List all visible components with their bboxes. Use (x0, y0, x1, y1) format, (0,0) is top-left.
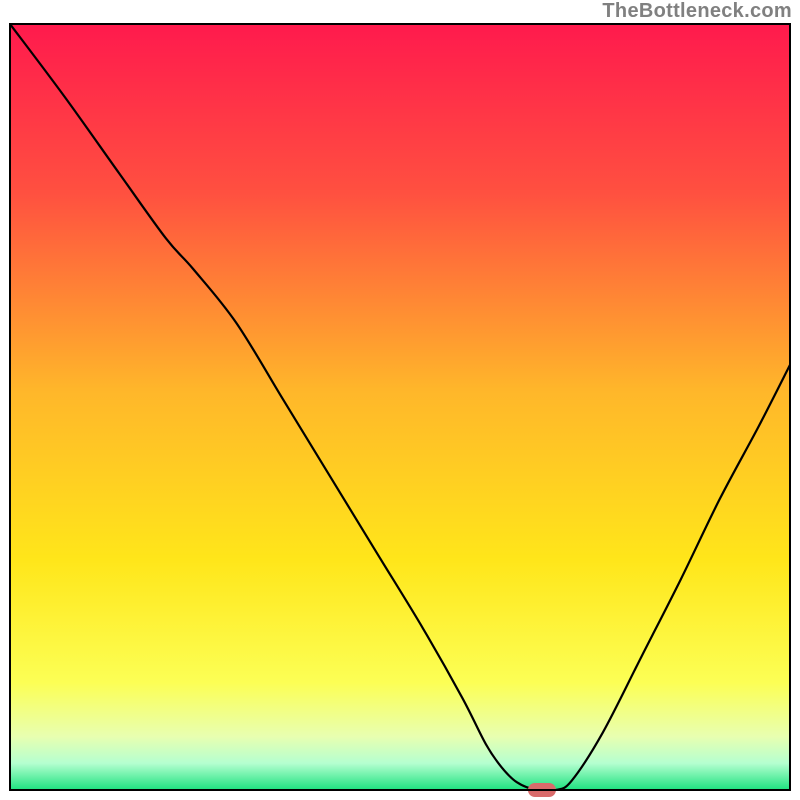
watermark-text: TheBottleneck.com (602, 0, 792, 23)
gradient-background (10, 24, 790, 790)
chart-container: TheBottleneck.com (0, 0, 800, 800)
plot-svg (0, 0, 800, 800)
